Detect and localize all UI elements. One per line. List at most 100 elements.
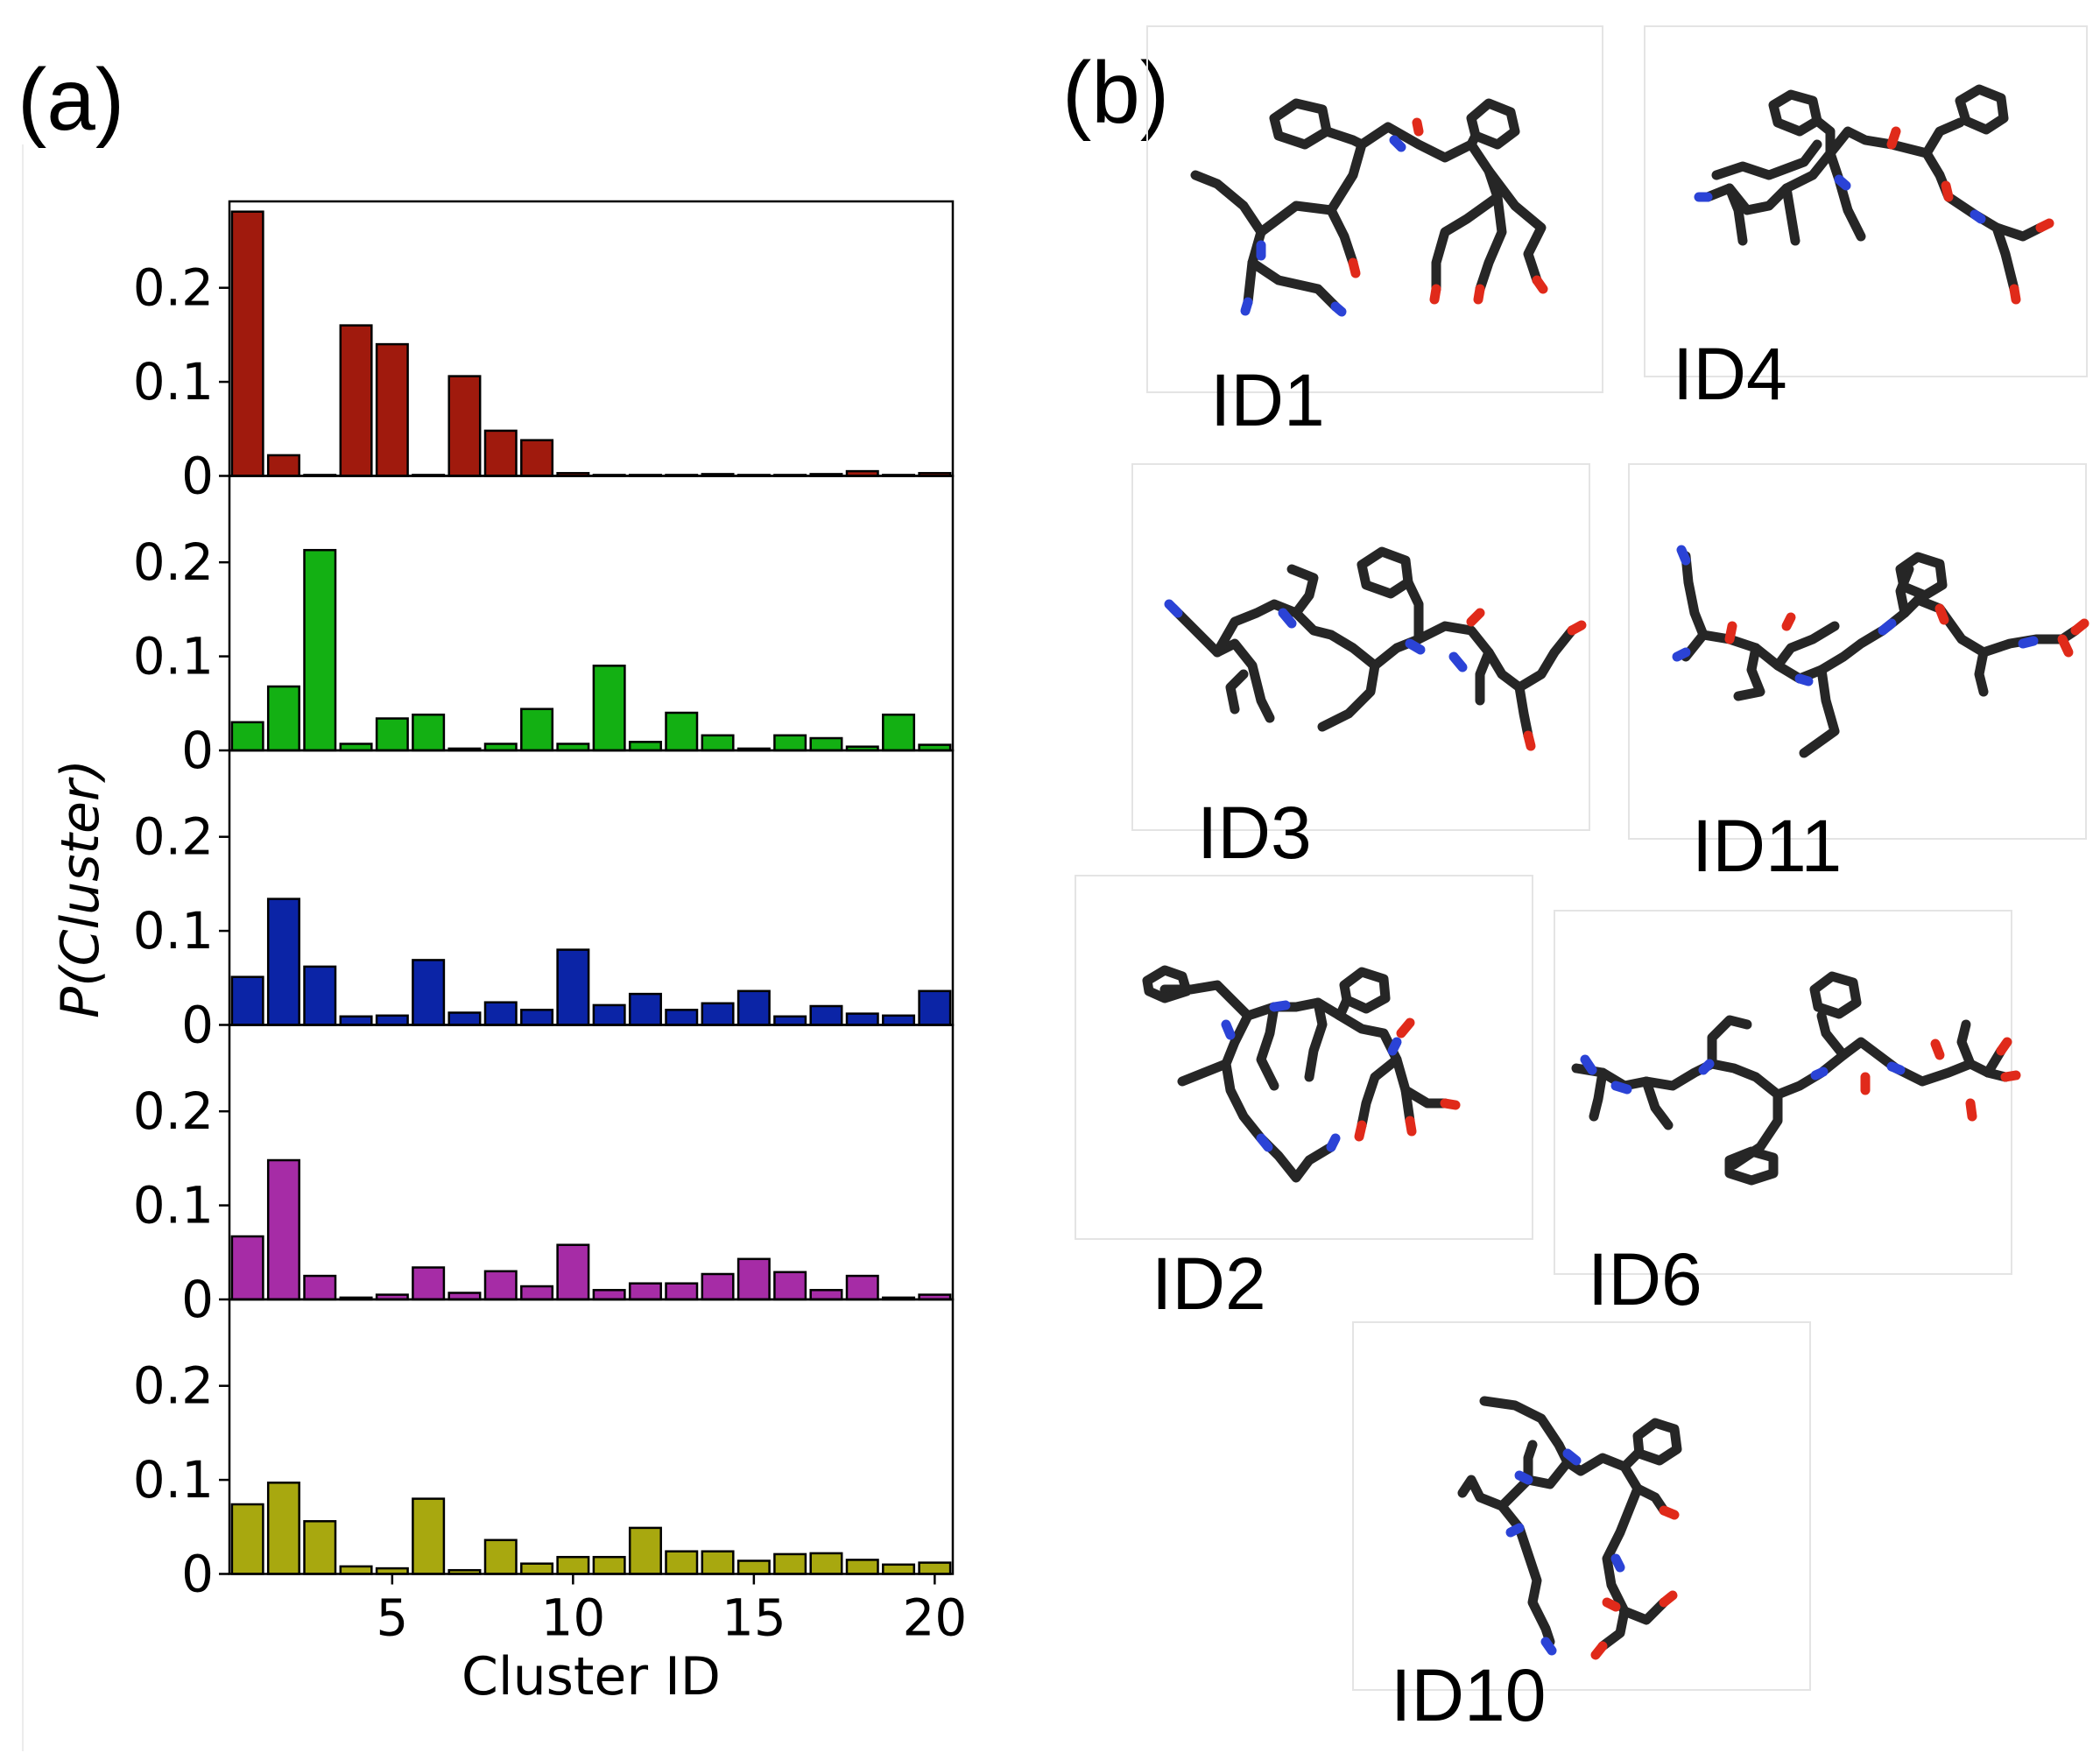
y-tick-label: 0.1 xyxy=(133,352,214,412)
bar-5-cluster-3 xyxy=(303,1520,337,1575)
bar-4-cluster-9 xyxy=(520,1285,554,1301)
bar-5-cluster-2 xyxy=(266,1482,300,1575)
structure-box xyxy=(1352,1321,1811,1691)
bar-3-cluster-19 xyxy=(882,1014,916,1026)
panel-label-b: (b) xyxy=(1062,44,1169,142)
bar-2-cluster-14 xyxy=(701,734,735,752)
bar-3-cluster-3 xyxy=(303,965,337,1026)
structure-id2: ID2 xyxy=(1075,875,1533,1325)
x-axis-label: Cluster ID xyxy=(462,1646,721,1707)
bar-2-cluster-2 xyxy=(266,685,300,752)
bar-5-cluster-14 xyxy=(701,1550,735,1575)
bar-5-cluster-13 xyxy=(665,1550,699,1575)
y-axis-label: P(Cluster) xyxy=(50,759,111,1018)
y-tick-label: 0.2 xyxy=(133,1081,214,1141)
bar-5-cluster-20 xyxy=(918,1561,952,1575)
molecule-id11-image xyxy=(1672,545,2089,758)
bar-5-cluster-18 xyxy=(845,1559,879,1575)
structure-box xyxy=(1075,875,1533,1240)
bar-3-cluster-14 xyxy=(701,1002,735,1026)
structure-label: ID6 xyxy=(1588,1238,1702,1320)
bar-5-cluster-11 xyxy=(592,1555,626,1575)
molecule-id10-image xyxy=(1457,1396,1682,1660)
subplot-frames xyxy=(219,200,955,1575)
structure-box xyxy=(1146,25,1603,393)
structure-panel: ID1 xyxy=(1075,25,2089,1736)
bar-3-cluster-8 xyxy=(483,1001,518,1026)
bar-2-cluster-3 xyxy=(303,548,337,752)
subplot-frame-3 xyxy=(228,749,955,1026)
bar-5-cluster-9 xyxy=(520,1562,554,1575)
bar-3-cluster-13 xyxy=(665,1009,699,1026)
molecule-id2-image xyxy=(1142,965,1461,1183)
bar-4-cluster-3 xyxy=(303,1274,337,1301)
bar-1-cluster-9 xyxy=(520,439,554,477)
structure-id10: ID10 xyxy=(1352,1321,1811,1736)
bar-3-cluster-2 xyxy=(266,898,300,1026)
bar-2-cluster-9 xyxy=(520,708,554,752)
bar-3-cluster-17 xyxy=(809,1004,843,1026)
bar-3-cluster-18 xyxy=(845,1012,879,1026)
structure-label: ID1 xyxy=(1210,359,1325,441)
y-tick-label: 0.1 xyxy=(133,1176,214,1236)
bar-4-cluster-15 xyxy=(736,1257,771,1301)
y-tick-label: 0 xyxy=(181,996,214,1055)
bar-4-cluster-8 xyxy=(483,1270,518,1301)
subplot-frame-4 xyxy=(228,1024,955,1301)
bar-1-cluster-4 xyxy=(339,324,373,477)
subplot-frame-5 xyxy=(228,1298,955,1575)
y-tick-label: 0.2 xyxy=(133,258,214,318)
panel-label-a: (a) xyxy=(18,51,124,149)
bar-2-cluster-5 xyxy=(375,717,409,752)
bar-1-cluster-2 xyxy=(266,454,300,477)
bars-layer xyxy=(230,210,952,1575)
bar-2-cluster-17 xyxy=(809,736,843,752)
x-tick-label: 5 xyxy=(376,1588,408,1648)
y-tick-label: 0 xyxy=(181,447,214,506)
y-tick-labels: 0 0.1 0.2 0 0.1 0.2 0 0.1 0.2 0 0.1 0.2 0 0.1 0.2 xyxy=(133,258,214,1604)
y-tick-label: 0.2 xyxy=(133,807,214,867)
molecule-id4-image xyxy=(1694,84,2054,305)
molecule-id6-image xyxy=(1571,971,2021,1186)
structure-label: ID11 xyxy=(1692,805,1842,887)
bar-3-cluster-1 xyxy=(230,975,264,1026)
bar-5-cluster-10 xyxy=(556,1555,590,1575)
bar-3-cluster-15 xyxy=(736,989,771,1026)
bar-2-cluster-16 xyxy=(773,734,807,752)
bar-5-cluster-12 xyxy=(628,1526,662,1575)
structure-id11: ID11 xyxy=(1628,463,2089,887)
bar-3-cluster-10 xyxy=(556,948,590,1026)
bar-3-cluster-20 xyxy=(918,989,952,1026)
bar-5-cluster-8 xyxy=(483,1538,518,1575)
bar-4-cluster-13 xyxy=(665,1282,699,1301)
y-tick-label: 0.1 xyxy=(133,627,214,686)
bar-5-cluster-16 xyxy=(773,1552,807,1575)
structure-box xyxy=(1554,910,2012,1275)
bar-1-cluster-8 xyxy=(483,429,518,477)
bar-3-cluster-5 xyxy=(375,1014,409,1026)
y-tick-label: 0.1 xyxy=(133,901,214,961)
bar-5-cluster-19 xyxy=(882,1563,916,1575)
y-tick-label: 0.1 xyxy=(133,1450,214,1510)
bar-3-cluster-11 xyxy=(592,1003,626,1026)
bar-5-cluster-1 xyxy=(230,1503,264,1575)
bar-4-cluster-11 xyxy=(592,1289,626,1301)
bar-5-cluster-4 xyxy=(339,1565,373,1575)
structure-label: ID4 xyxy=(1673,333,1787,415)
bar-1-cluster-5 xyxy=(375,342,409,477)
bar-chart: 0 0.1 0.2 0 0.1 0.2 0 0.1 0.2 0 0.1 0.2 0 0.1 0.2 5 10 1… xyxy=(50,200,967,1707)
bar-4-cluster-2 xyxy=(266,1158,300,1301)
bar-2-cluster-6 xyxy=(412,713,446,752)
structure-label: ID2 xyxy=(1152,1243,1266,1325)
bar-2-cluster-11 xyxy=(592,665,626,752)
x-tick-label: 20 xyxy=(902,1588,967,1648)
y-tick-label: 0 xyxy=(181,721,214,780)
y-tick-label: 0.2 xyxy=(133,1356,214,1416)
x-tick-label: 15 xyxy=(722,1588,786,1648)
y-tick-label: 0 xyxy=(181,1545,214,1604)
structure-label: ID3 xyxy=(1197,792,1312,874)
bar-5-cluster-6 xyxy=(412,1497,446,1575)
x-tick-label: 10 xyxy=(540,1588,605,1648)
bar-4-cluster-14 xyxy=(701,1272,735,1301)
